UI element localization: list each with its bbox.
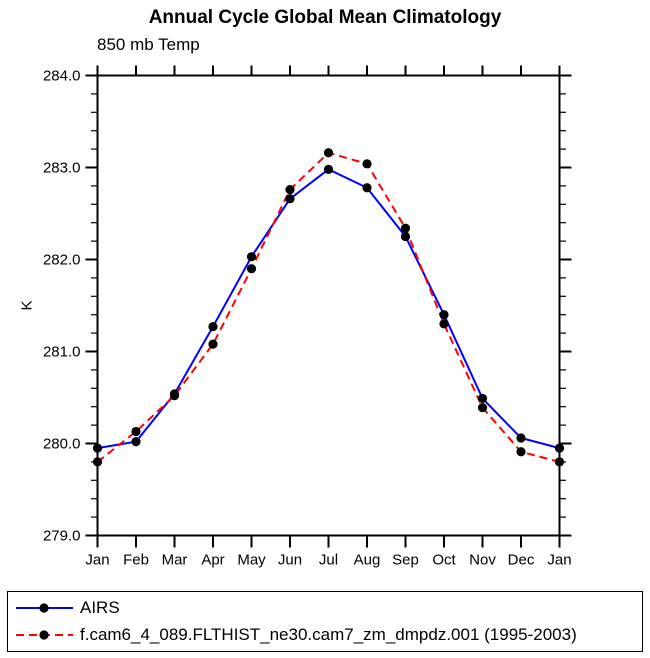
x-tick-label: May: [237, 552, 266, 569]
series-0-marker: [246, 252, 257, 262]
series-1-marker: [323, 148, 334, 158]
legend-label-airs: AIRS: [80, 597, 120, 617]
series-0-marker: [208, 322, 218, 332]
series-1-marker: [285, 184, 295, 195]
legend-box: AIRS f.cam6_4_089.FLTHIST_ne30.cam7_zm_d…: [7, 591, 643, 652]
series-1-marker: [362, 159, 372, 169]
series-0-marker: [285, 194, 295, 204]
series-0-marker: [554, 443, 565, 453]
y-axis-label: K: [18, 300, 36, 311]
series-line-1: [96, 151, 560, 463]
series-1-marker: [92, 457, 103, 467]
x-tick-label: Jan: [85, 552, 109, 569]
series-0-marker: [362, 183, 372, 193]
x-tick-label: Mar: [162, 552, 188, 569]
x-tick-label: Dec: [508, 552, 535, 569]
legend-dashed-line-icon: [16, 630, 73, 640]
series-line-0: [97, 168, 560, 450]
y-tick-label: 283.0: [43, 160, 81, 177]
legend-label-model: f.cam6_4_089.FLTHIST_ne30.cam7_zm_dmpdz.…: [80, 625, 577, 645]
legend-row-model: f.cam6_4_089.FLTHIST_ne30.cam7_zm_dmpdz.…: [13, 622, 642, 648]
series-1-marker: [516, 447, 526, 457]
series-1-marker: [131, 426, 141, 437]
y-tick-label: 281.0: [43, 344, 81, 361]
series-0-marker: [92, 443, 103, 453]
series-0-marker: [323, 164, 334, 174]
y-tick-label: 282.0: [43, 252, 81, 269]
series-1-marker: [169, 391, 180, 401]
x-tick-label: Feb: [123, 552, 149, 569]
x-tick-label: Apr: [201, 552, 224, 569]
series-1-marker: [208, 339, 218, 349]
series-0-marker: [477, 393, 488, 404]
series-1-marker: [246, 264, 257, 274]
series-1-marker: [400, 223, 411, 233]
x-tick-label: Nov: [469, 552, 496, 569]
series-1-marker: [554, 457, 565, 467]
chart-subtitle: 850 mb Temp: [97, 35, 200, 54]
plot-area: 279.0 280.0 281.0 282.0 283.0 284.0 Jan Feb Mar A…: [43, 65, 572, 569]
x-tick-label: Jan: [547, 552, 571, 569]
legend-row-airs: AIRS: [13, 595, 642, 621]
x-tick-label: Jul: [319, 552, 338, 569]
chart-title: Annual Cycle Global Mean Climatology: [148, 7, 502, 28]
y-tick-label: 280.0: [43, 436, 81, 453]
series-1-marker: [477, 403, 488, 413]
legend-solid-line-icon: [16, 603, 73, 613]
x-tick-label: Sep: [392, 552, 419, 569]
series-0-marker: [400, 231, 411, 242]
y-tick-label: 279.0: [43, 528, 81, 545]
x-tick-label: Oct: [432, 552, 456, 569]
x-tick-label: Aug: [354, 552, 381, 569]
series-0-marker: [439, 310, 449, 320]
series-1-marker: [439, 319, 449, 329]
plot-frame: [96, 74, 561, 537]
series-0-marker: [131, 437, 141, 447]
x-tick-label: Jun: [278, 552, 302, 569]
series-0-marker: [516, 433, 526, 443]
y-tick-label: 284.0: [43, 68, 81, 85]
